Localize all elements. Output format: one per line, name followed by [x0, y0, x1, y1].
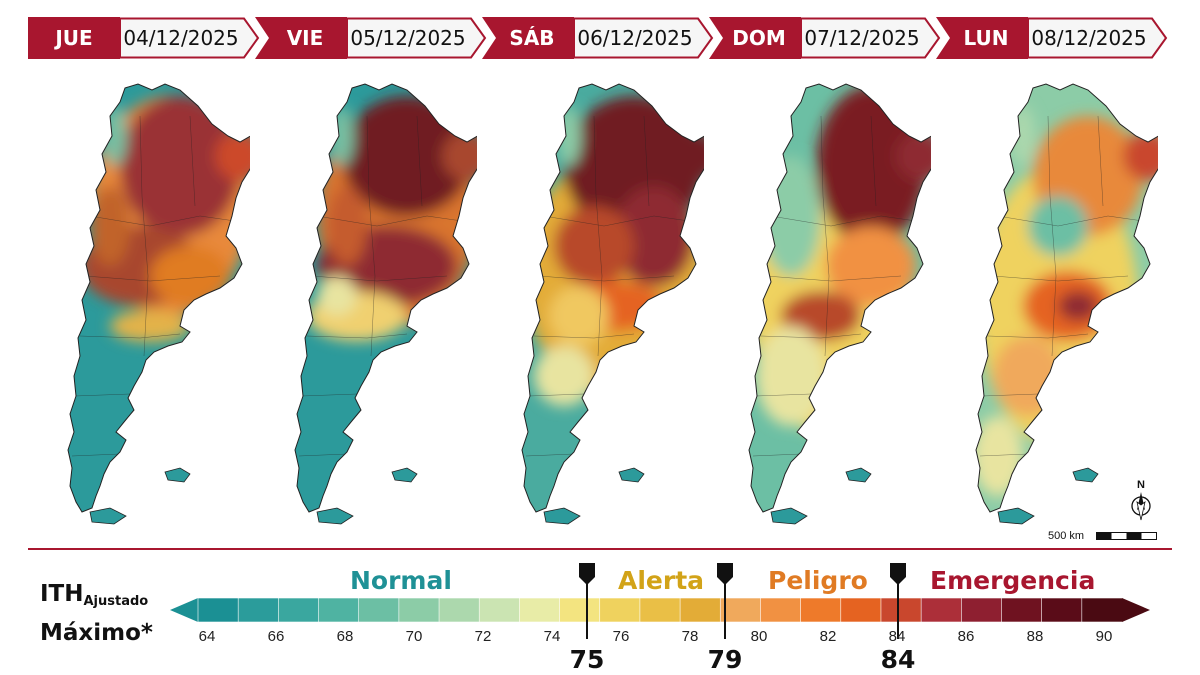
colorbar-swatch [318, 597, 360, 623]
north-arrow-icon: N [1131, 479, 1151, 521]
category-emergencia: Emergencia [930, 566, 1096, 595]
colorbar-swatch [639, 597, 681, 623]
tick-label: 66 [267, 628, 285, 645]
colorbar-swatch [519, 597, 561, 623]
argentina-map [294, 83, 498, 525]
tick-label: 72 [474, 628, 492, 645]
color-scale-bar [170, 597, 1150, 623]
day-name-label: SÁB [509, 26, 555, 50]
tick-label: 70 [405, 628, 423, 645]
day-date-label: 06/12/2025 [577, 26, 693, 50]
north-label: N [1137, 479, 1145, 491]
argentina-map [748, 83, 952, 525]
category-normal: Normal [350, 566, 452, 595]
day-name-label: LUN [963, 26, 1009, 50]
colorbar-swatch [438, 597, 481, 623]
legend-title: ITHAjustado Máximo* [40, 580, 170, 650]
day-tab: SÁB 06/12/2025 [482, 17, 714, 59]
tick-label: 76 [612, 628, 630, 645]
day-name-label: DOM [732, 26, 786, 50]
colorbar-swatch [800, 597, 842, 623]
map-panel-jue [30, 76, 271, 536]
date-arrow-shape [709, 17, 941, 59]
argentina-map [975, 83, 1179, 525]
category-peligro: Peligro [768, 566, 868, 595]
legend-title-sub: Ajustado [83, 594, 149, 609]
day-tabs-header: JUE 04/12/2025 VIE 05/12/2025 SÁB 06/12/… [28, 17, 1168, 59]
threshold-marker-icon [717, 563, 733, 639]
day-date-label: 08/12/2025 [1031, 26, 1147, 50]
tick-label: 64 [198, 628, 216, 645]
date-arrow-shape [119, 17, 260, 59]
colorbar-swatch [278, 597, 320, 623]
colorbar-swatch [358, 597, 400, 623]
day-tab: VIE 05/12/2025 [255, 17, 487, 59]
tick-label: 88 [1026, 628, 1044, 645]
tick-label: 86 [957, 628, 975, 645]
legend-title-line2: Máximo* [40, 620, 153, 646]
colorbar-swatch [1081, 597, 1123, 623]
colorbar-swatch [920, 597, 963, 623]
argentina-map [67, 83, 271, 525]
threshold-value: 84 [880, 645, 916, 674]
tick-label: 84 [888, 628, 906, 645]
colorbar-swatch [880, 597, 922, 623]
date-arrow-shape [936, 17, 1168, 59]
day-date-label: 04/12/2025 [123, 26, 239, 50]
argentina-map [521, 83, 725, 525]
day-tab: DOM 07/12/2025 [709, 17, 941, 59]
legend-title-main: ITH [40, 581, 84, 607]
map-panel-dom [711, 76, 952, 536]
threshold-value: 79 [707, 645, 743, 674]
day-date-label: 07/12/2025 [804, 26, 920, 50]
colorbar-swatch [961, 597, 1003, 623]
colorbar-swatch [1041, 597, 1083, 623]
map-area [0, 76, 1200, 546]
colorbar-left-tip [170, 598, 198, 622]
map-panel-lun [938, 76, 1179, 536]
colorbar-swatch [237, 597, 280, 623]
threshold-marker-icon [579, 563, 595, 639]
colorbar-right-tip [1122, 598, 1150, 622]
day-tab: LUN 08/12/2025 [936, 17, 1168, 59]
scale-bar-label: 500 km [1048, 530, 1085, 542]
tick-label: 78 [681, 628, 699, 645]
day-name-label: VIE [286, 26, 324, 50]
threshold-value: 75 [569, 645, 605, 674]
tick-label: 74 [543, 628, 561, 645]
colorbar-swatch [599, 597, 641, 623]
date-arrow-shape [482, 17, 714, 59]
map-panel-vie [257, 76, 498, 536]
map-panel-sab [484, 76, 725, 536]
colorbar-swatch [1001, 597, 1043, 623]
colorbar-swatch [760, 597, 802, 623]
tick-label: 80 [750, 628, 768, 645]
tick-label: 68 [336, 628, 354, 645]
section-divider [28, 548, 1172, 550]
tick-label: 82 [819, 628, 837, 645]
category-alerta: Alerta [618, 566, 705, 595]
date-arrow-shape [255, 17, 487, 59]
tick-label: 90 [1095, 628, 1113, 645]
day-date-label: 05/12/2025 [350, 26, 466, 50]
colorbar-swatch [398, 597, 440, 623]
colorbar-swatch [840, 597, 882, 623]
day-name-label: JUE [28, 17, 120, 59]
scale-bar [1096, 532, 1157, 540]
threshold-marker-icon [890, 563, 906, 639]
colorbar-swatch [478, 597, 521, 623]
colorbar-swatch [719, 597, 762, 623]
day-tab: JUE 04/12/2025 [28, 17, 260, 59]
colorbar-swatch [197, 597, 239, 623]
